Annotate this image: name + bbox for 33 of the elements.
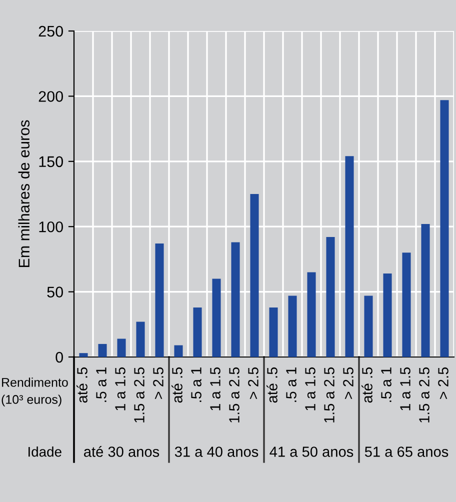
y-tick-label: 200 (38, 91, 63, 102)
y-tick-label: 250 (38, 26, 63, 37)
x-tick-label: .5 a 1 (191, 367, 202, 402)
y-tick-label: 0 (56, 352, 63, 363)
text: 51 a 65 anos (364, 446, 448, 457)
x-tick-label: 1 a 1.5 (400, 367, 410, 410)
x-tick-label: 1.5 a 2.5 (419, 367, 430, 422)
x-tick-label: 1 a 1.5 (115, 367, 126, 410)
x-tick-label: 1 a 1.5 (210, 367, 220, 410)
x-tick-label: até .5 (266, 367, 278, 403)
x-tick-label: 1.5 a 2.5 (134, 367, 144, 422)
text: 41 a 50 anos (270, 446, 354, 457)
text: 31 a 40 anos (174, 446, 258, 457)
text: Rendimento (10³ euros) (2, 378, 68, 406)
x-tick-label: > 2.5 (248, 367, 258, 399)
x-tick-label: até .5 (172, 367, 182, 403)
x-tick-label: 1.5 a 2.5 (229, 367, 240, 422)
x-tick-label: .5 a 1 (96, 367, 106, 402)
x-tick-label: 1 a 1.5 (305, 367, 316, 410)
y-tick-label: 50 (47, 286, 63, 298)
text: até 30 anos (84, 446, 160, 457)
x-tick-label: .5 a 1 (381, 367, 392, 402)
x-tick-label: > 2.5 (438, 367, 448, 399)
x-tick-label: .5 a 1 (286, 367, 296, 402)
y-tick-label: 150 (39, 156, 63, 168)
x-tick-label: > 2.5 (153, 367, 164, 399)
x-tick-label: > 2.5 (343, 367, 354, 399)
x-tick-label: até .5 (362, 367, 372, 403)
y-tick-label: 100 (39, 221, 63, 232)
text: Idade (28, 446, 62, 457)
y-axis-title: Em milhares de euros (18, 120, 30, 268)
x-tick-label: até .5 (76, 367, 88, 403)
x-tick-label: 1.5 a 2.5 (324, 367, 334, 422)
